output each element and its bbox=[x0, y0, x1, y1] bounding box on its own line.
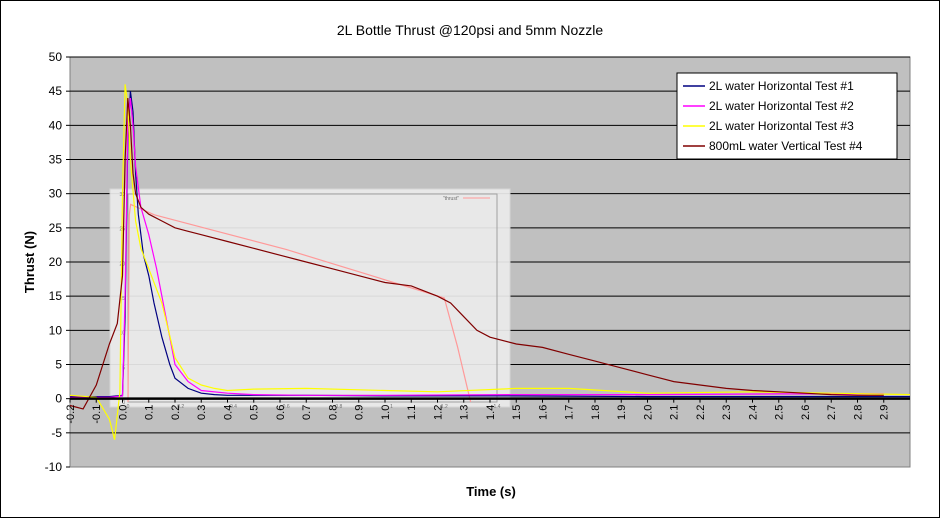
inset-x-tick-label: 0.2 bbox=[177, 404, 184, 410]
inset-y-tick-label: 15 bbox=[119, 296, 125, 302]
y-tick-label: 10 bbox=[49, 323, 63, 337]
x-tick-label: 0.9 bbox=[354, 405, 366, 420]
legend-label-4: 800mL water Vertical Test #4 bbox=[709, 139, 863, 153]
legend-label-3: 2L water Horizontal Test #3 bbox=[709, 119, 854, 133]
legend-label-2: 2L water Horizontal Test #2 bbox=[709, 99, 854, 113]
inset-y-tick-label: 10 bbox=[119, 331, 125, 337]
inset-x-tick-label: 1.4 bbox=[494, 404, 501, 410]
x-tick-label: -0.1 bbox=[91, 405, 103, 424]
x-tick-label: 1.1 bbox=[406, 405, 418, 420]
x-tick-label: 2.8 bbox=[853, 405, 865, 420]
y-tick-label: -5 bbox=[51, 426, 62, 440]
x-tick-label: 2.0 bbox=[643, 405, 655, 420]
x-tick-label: 1.4 bbox=[485, 405, 497, 420]
chart-title: 2L Bottle Thrust @120psi and 5mm Nozzle bbox=[337, 22, 604, 38]
inset-plot-background bbox=[109, 188, 511, 408]
y-tick-label: -10 bbox=[45, 460, 63, 474]
y-axis-label: Thrust (N) bbox=[22, 231, 37, 293]
inset-y-tick-label: 0 bbox=[122, 400, 125, 406]
x-tick-label: 0.8 bbox=[328, 405, 340, 420]
x-tick-label: 0.4 bbox=[223, 405, 235, 420]
x-tick-label: 0.0 bbox=[118, 405, 130, 420]
y-tick-label: 5 bbox=[55, 358, 62, 372]
series-line-3 bbox=[69, 84, 911, 440]
x-tick-label: 2.2 bbox=[695, 405, 707, 420]
y-tick-label: 40 bbox=[49, 118, 63, 132]
inset-thrust-curve bbox=[127, 203, 472, 403]
x-tick-label: 1.2 bbox=[433, 405, 445, 420]
inset-x-tick-label: 0.8 bbox=[335, 404, 342, 410]
x-tick-label: 0.5 bbox=[249, 405, 261, 420]
x-tick-label: 0.6 bbox=[275, 405, 287, 420]
x-tick-label: 0.2 bbox=[170, 405, 182, 420]
series-line-4 bbox=[69, 97, 884, 410]
x-tick-label: 0.3 bbox=[196, 405, 208, 420]
x-tick-label: 1.9 bbox=[616, 405, 628, 420]
x-tick-label: 2.4 bbox=[748, 405, 760, 420]
x-tick-label: 1.8 bbox=[590, 405, 602, 420]
x-tick-label: 1.7 bbox=[564, 405, 576, 420]
y-tick-label: 0 bbox=[55, 392, 62, 406]
inset-x-tick-label: 1 bbox=[390, 404, 393, 410]
x-tick-label: 2.5 bbox=[774, 405, 786, 420]
x-tick-label: 1.0 bbox=[380, 405, 392, 420]
y-tick-label: 35 bbox=[49, 153, 63, 167]
x-tick-label: 2.6 bbox=[800, 405, 812, 420]
x-tick-label: 0.1 bbox=[144, 405, 156, 420]
y-tick-label: 15 bbox=[49, 289, 63, 303]
x-tick-label: -0.2 bbox=[65, 405, 77, 424]
y-tick-label: 30 bbox=[49, 187, 63, 201]
x-tick-label: 0.7 bbox=[301, 405, 313, 420]
inset-x-tick-label: 0.6 bbox=[283, 404, 290, 410]
x-tick-label: 2.7 bbox=[826, 405, 838, 420]
x-tick-label: 1.6 bbox=[538, 405, 550, 420]
x-tick-label: 1.3 bbox=[459, 405, 471, 420]
inset-x-tick-label: 1.2 bbox=[441, 404, 448, 410]
x-tick-label: 1.5 bbox=[511, 405, 523, 420]
y-tick-label: 25 bbox=[49, 221, 63, 235]
inset-x-tick-label: 0 bbox=[127, 404, 130, 410]
series-line-2 bbox=[70, 97, 884, 398]
inset-legend-label: "thrust" bbox=[443, 196, 459, 202]
y-tick-label: 20 bbox=[49, 255, 63, 269]
x-tick-label: 2.1 bbox=[669, 405, 681, 420]
x-tick-label: 2.9 bbox=[879, 405, 891, 420]
legend-box bbox=[676, 72, 898, 160]
legend-label-1: 2L water Horizontal Test #1 bbox=[709, 79, 854, 93]
inset-x-tick-label: 0.4 bbox=[230, 404, 237, 410]
y-tick-label: 50 bbox=[49, 50, 63, 64]
x-axis-label: Time (s) bbox=[466, 484, 516, 499]
x-tick-label: 2.3 bbox=[721, 405, 733, 420]
y-tick-label: 45 bbox=[49, 84, 63, 98]
inset-plot-frame bbox=[127, 193, 498, 403]
